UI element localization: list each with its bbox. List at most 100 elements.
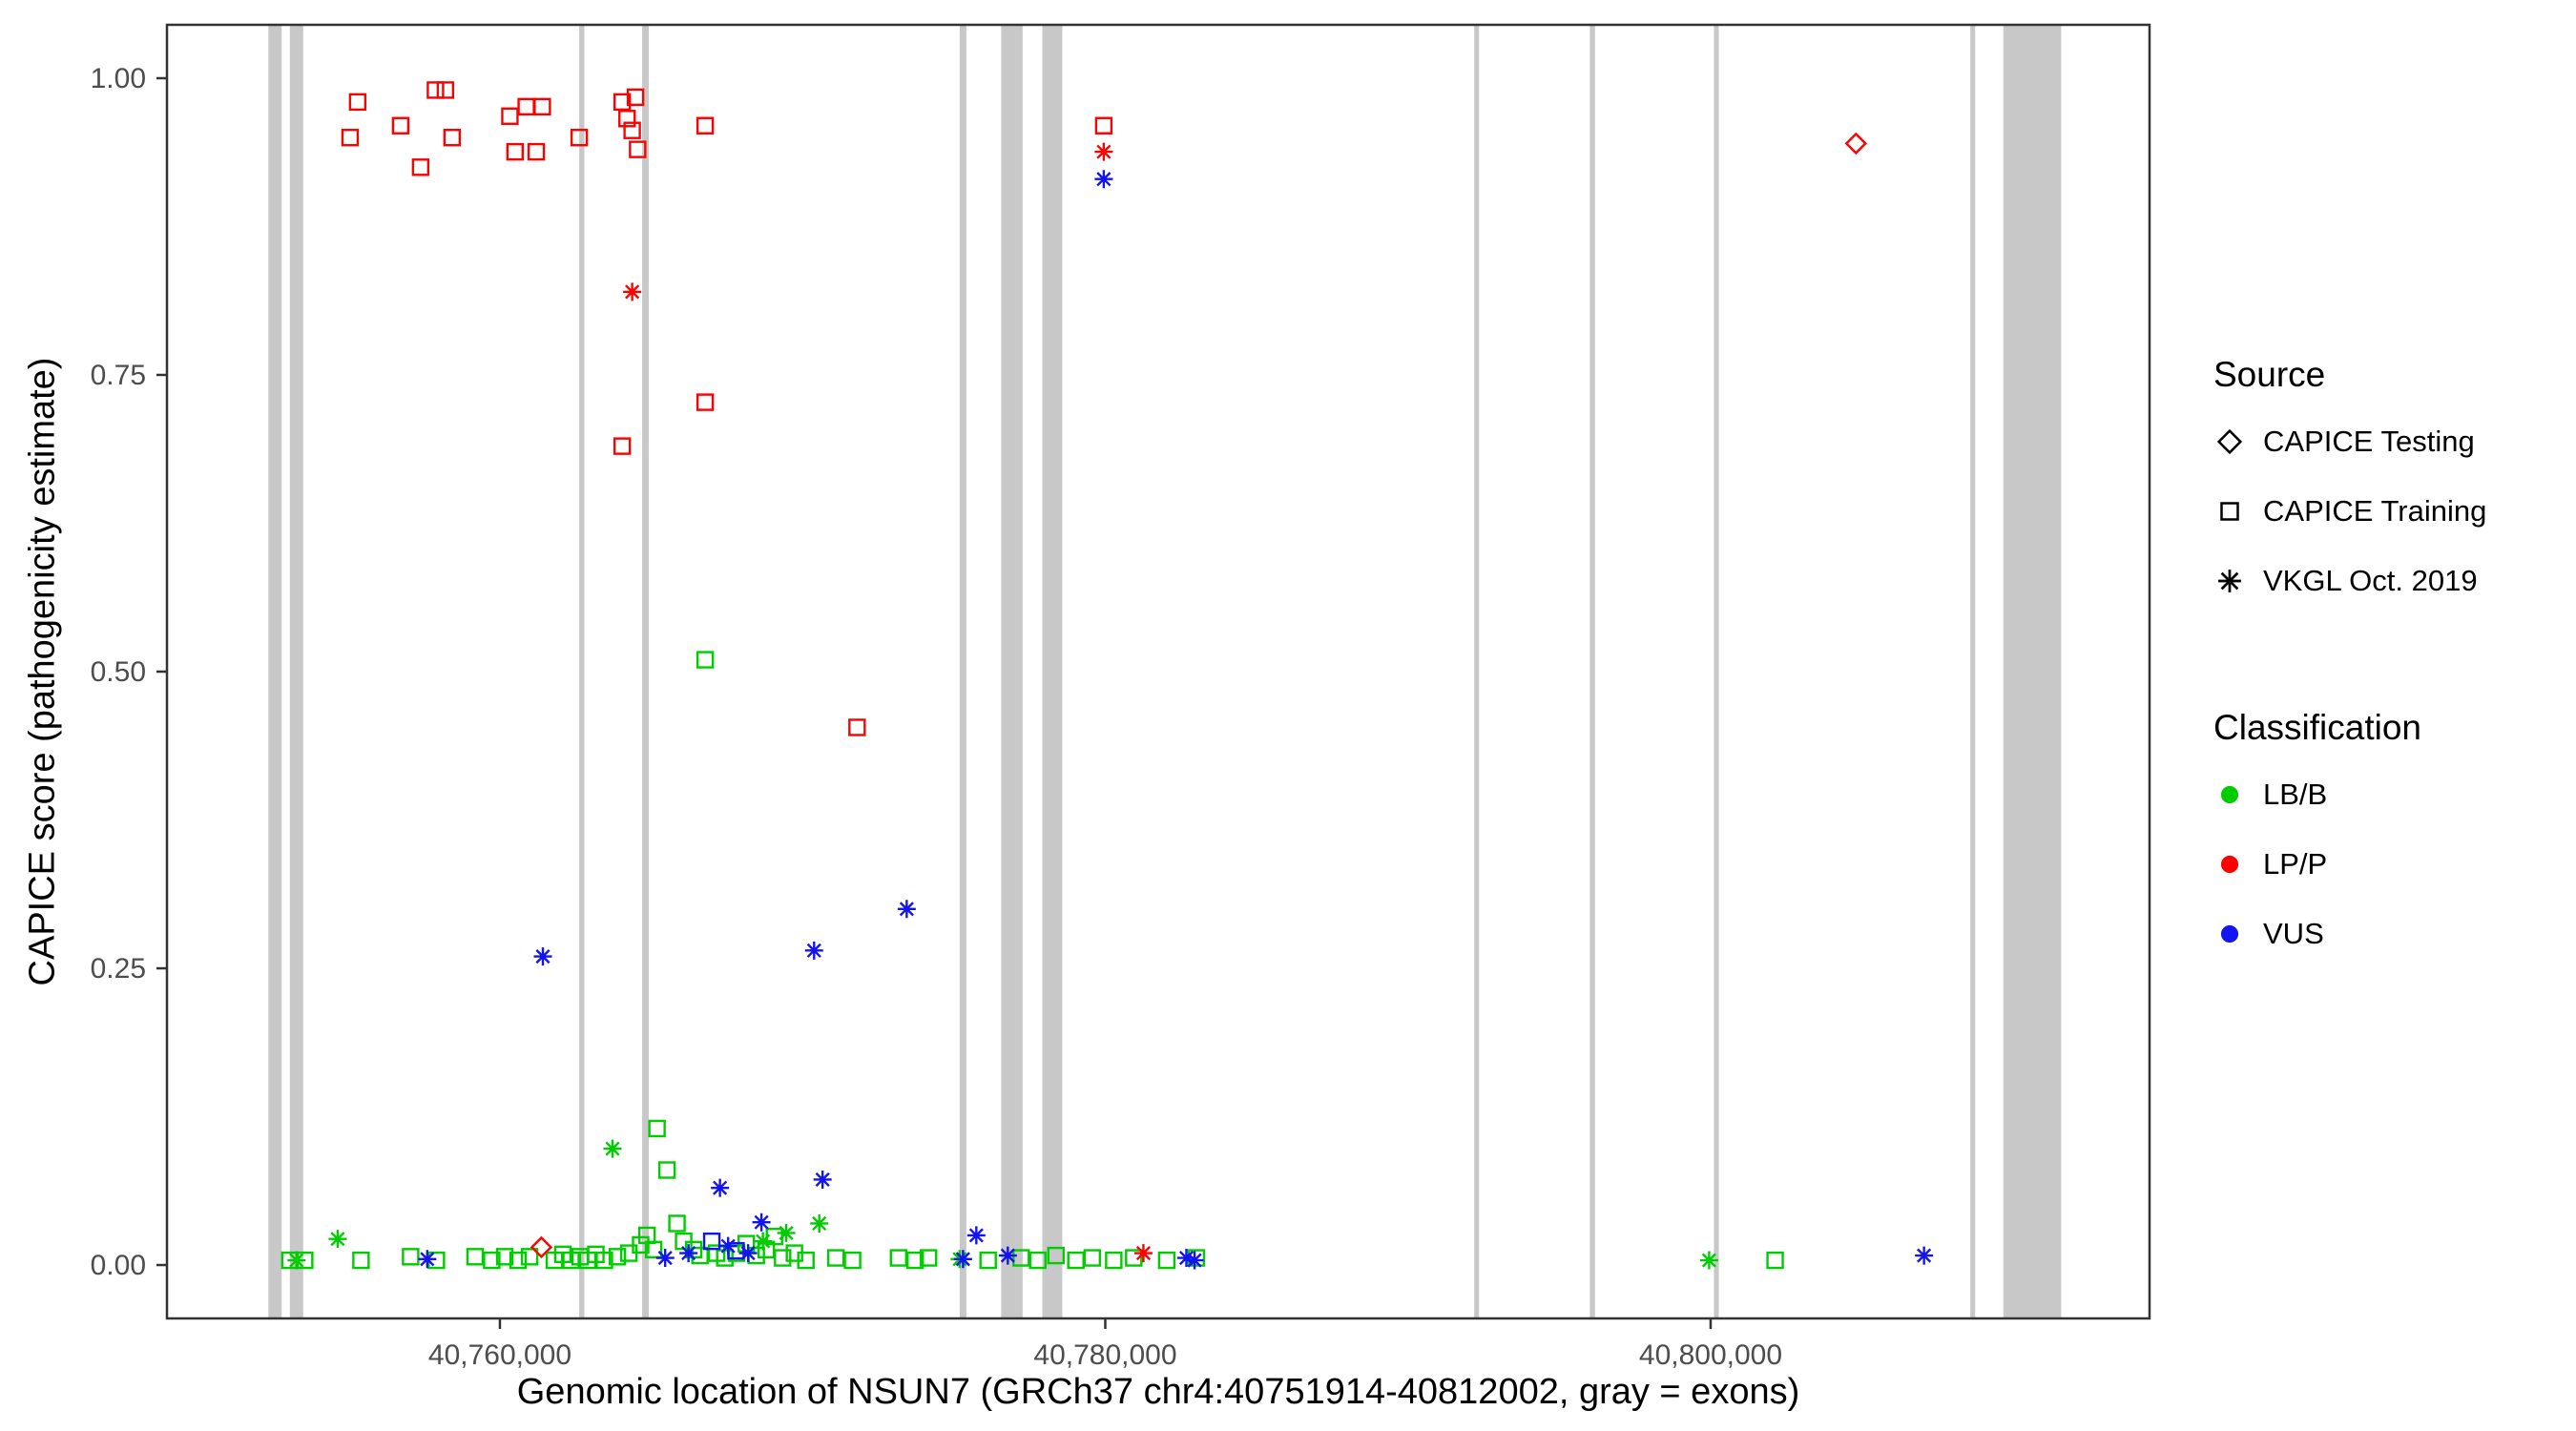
data-point-square: [520, 1248, 539, 1266]
data-point-square: [826, 1249, 845, 1267]
data-point-square: [391, 116, 410, 135]
data-point-asterisk: [777, 1223, 796, 1242]
data-point-square: [501, 107, 519, 125]
data-point-asterisk: [1094, 142, 1113, 161]
data-point-asterisk: [953, 1250, 972, 1269]
data-point-asterisk: [603, 1139, 622, 1158]
data-point-asterisk: [998, 1246, 1017, 1265]
data-point-square: [348, 93, 367, 112]
data-point-square: [696, 393, 715, 411]
legend-item-label: VUS: [2263, 917, 2324, 950]
data-point-square: [1047, 1246, 1065, 1265]
data-point-square: [889, 1249, 907, 1267]
data-point-square: [626, 88, 645, 107]
data-point-square: [1083, 1249, 1102, 1267]
data-point-asterisk: [533, 947, 552, 966]
x-tick-label: 40,760,000: [428, 1339, 571, 1371]
data-point-square: [1094, 116, 1113, 135]
legend-item-vkgl: VKGL Oct. 2019: [2213, 559, 2486, 603]
y-tick-label: 1.00: [91, 63, 146, 94]
data-point-square: [644, 1240, 663, 1259]
data-point-square: [443, 128, 462, 147]
legend-source-block: Source CAPICE Testing CAPICE Training VK…: [2213, 355, 2486, 629]
data-point-square: [1105, 1251, 1123, 1270]
data-point-asterisk: [418, 1250, 437, 1269]
data-point-square: [848, 718, 866, 736]
data-point-asterisk: [655, 1249, 675, 1268]
data-point-square: [562, 1251, 580, 1270]
legend-item-lbb: LB/B: [2213, 773, 2421, 817]
data-point-square: [495, 1248, 514, 1266]
data-point-asterisk: [804, 941, 823, 960]
data-point-square: [527, 142, 546, 161]
exon-band: [1714, 25, 1719, 1318]
legend-classification-block: Classification LB/B LP/P VUS: [2213, 708, 2421, 982]
y-axis-title: CAPICE score (pathogenicity estimate): [22, 357, 63, 986]
data-point-square: [696, 651, 715, 669]
data-point-square: [483, 1251, 501, 1270]
legend-item-vus: VUS: [2213, 912, 2421, 956]
legend-classification-title: Classification: [2213, 708, 2421, 747]
diamond-icon: [2216, 428, 2243, 455]
data-point-square: [506, 142, 525, 161]
legend-item-label: VKGL Oct. 2019: [2263, 564, 2478, 597]
data-point-square: [1125, 1249, 1143, 1267]
data-point-asterisk: [1133, 1244, 1153, 1263]
data-point-square: [797, 1251, 815, 1270]
data-point-square: [774, 1249, 792, 1267]
y-tick-label: 0.00: [91, 1250, 146, 1281]
data-point-diamond: [1844, 132, 1867, 156]
data-point-square: [341, 128, 360, 147]
exon-band: [1042, 25, 1063, 1318]
legend-item-label: CAPICE Training: [2263, 494, 2487, 528]
data-point-square: [906, 1251, 924, 1270]
data-point-square: [920, 1249, 938, 1267]
data-point-asterisk: [897, 900, 916, 919]
data-point-asterisk: [679, 1244, 698, 1263]
lbb-dot-icon: [2220, 785, 2239, 804]
data-point-square: [696, 116, 715, 135]
data-point-square: [352, 1251, 370, 1270]
y-tick-label: 0.25: [91, 953, 146, 985]
x-tick-label: 40,800,000: [1639, 1339, 1782, 1371]
x-tick-label: 40,780,000: [1033, 1339, 1176, 1371]
data-point-asterisk: [1185, 1251, 1204, 1270]
lpp-dot-icon: [2220, 855, 2239, 874]
plot-panel: [167, 25, 2150, 1318]
data-point-asterisk: [1094, 170, 1113, 189]
exon-band: [2003, 25, 2062, 1318]
data-point-square: [509, 1251, 528, 1270]
data-point-square: [648, 1119, 666, 1138]
data-point-square: [727, 1241, 745, 1260]
data-point-square: [595, 1251, 613, 1270]
vus-dot-icon: [2220, 924, 2239, 944]
data-point-square: [668, 1214, 686, 1233]
exon-band: [1474, 25, 1480, 1318]
data-point-square: [426, 81, 445, 99]
exon-band: [1589, 25, 1595, 1318]
legend-item-capice-testing: CAPICE Testing: [2213, 420, 2486, 464]
data-point-square: [629, 140, 647, 158]
exon-band: [642, 25, 650, 1318]
square-icon: [2220, 502, 2239, 521]
exon-band: [579, 25, 585, 1318]
data-point-square: [570, 128, 589, 147]
data-point-square: [613, 437, 632, 455]
data-point-asterisk: [813, 1170, 832, 1189]
data-point-square: [466, 1248, 485, 1266]
legend-item-label: CAPICE Testing: [2263, 425, 2475, 458]
data-point-square: [623, 121, 641, 139]
data-point-square: [608, 1248, 627, 1266]
data-point-square: [702, 1232, 721, 1251]
exon-band: [268, 25, 282, 1318]
x-axis-title: Genomic location of NSUN7 (GRCh37 chr4:4…: [516, 1372, 1800, 1412]
legend-item-label: LB/B: [2263, 778, 2328, 811]
legend-item-capice-training: CAPICE Training: [2213, 489, 2486, 533]
data-point-square: [843, 1251, 862, 1270]
asterisk-icon: [2218, 570, 2241, 592]
data-point-square: [411, 158, 430, 176]
data-point-square: [618, 110, 636, 128]
data-point-asterisk: [623, 282, 642, 301]
legend-source-title: Source: [2213, 355, 2326, 394]
